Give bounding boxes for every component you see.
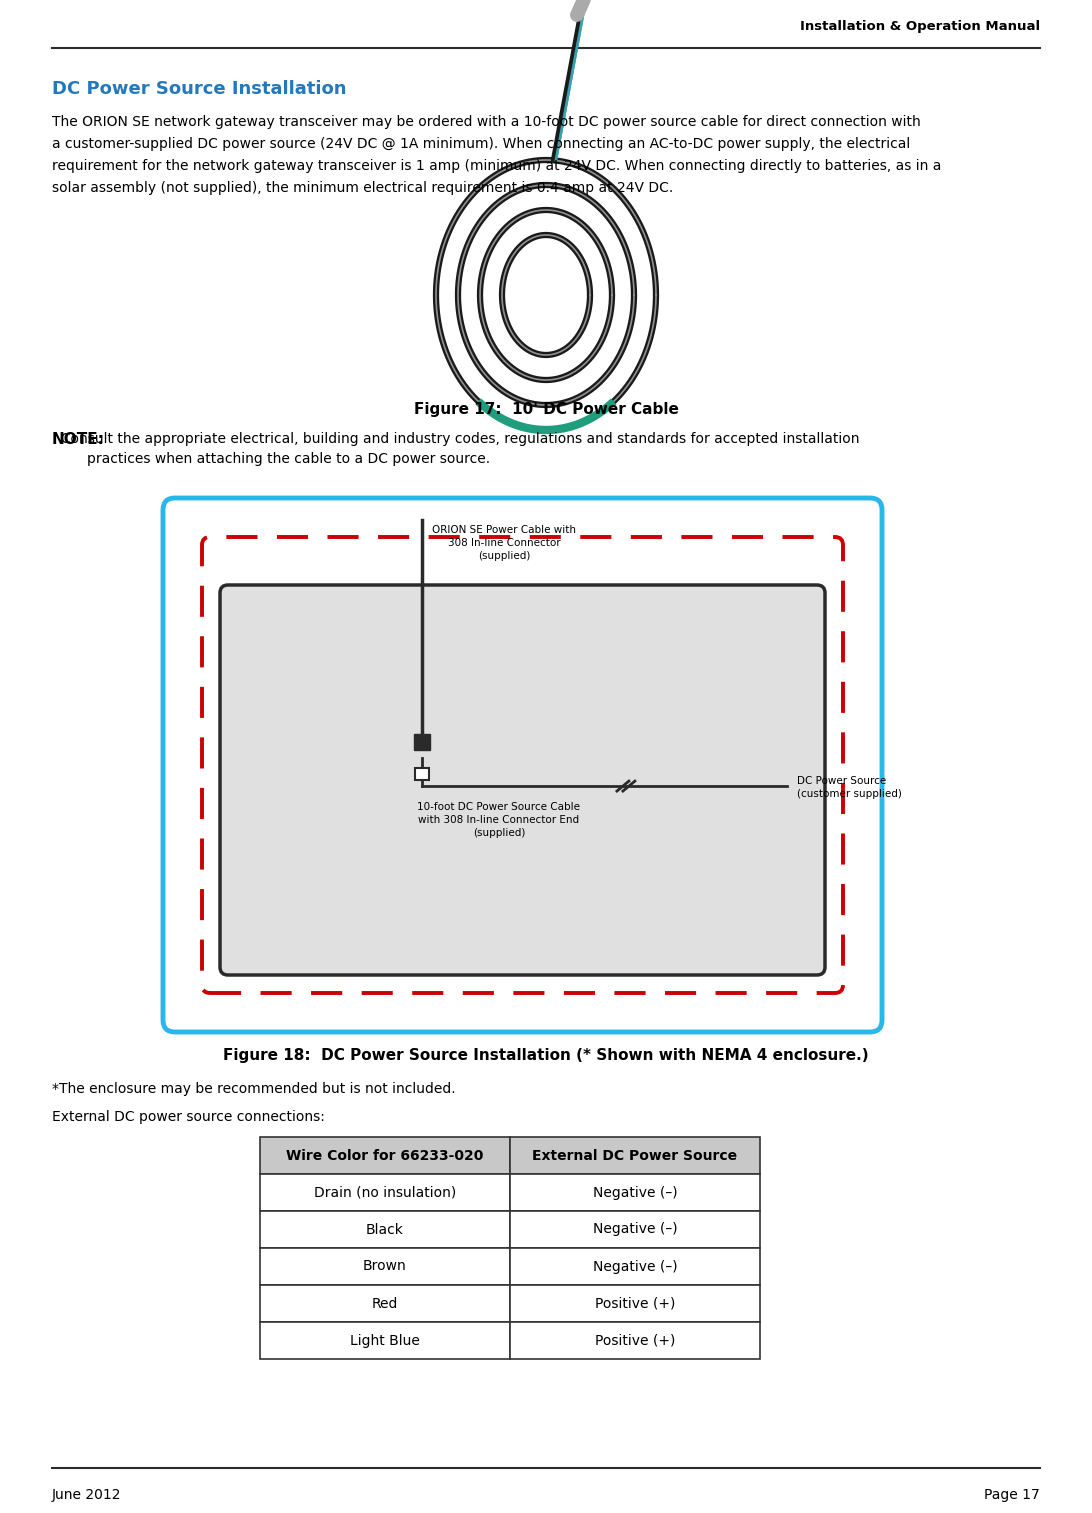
Text: Positive (+): Positive (+) (595, 1333, 675, 1348)
Text: practices when attaching the cable to a DC power source.: practices when attaching the cable to a … (52, 452, 490, 466)
Bar (510, 1248, 760, 1285)
FancyBboxPatch shape (163, 498, 882, 1032)
Text: Light Blue: Light Blue (351, 1333, 420, 1348)
Text: a customer-supplied DC power source (24V DC @ 1A minimum). When connecting an AC: a customer-supplied DC power source (24V… (52, 138, 911, 151)
Text: Brown: Brown (364, 1259, 407, 1274)
Bar (510, 1322, 760, 1359)
Text: External DC Power Source: External DC Power Source (533, 1148, 737, 1162)
Text: Positive (+): Positive (+) (595, 1297, 675, 1310)
Text: Negative (–): Negative (–) (593, 1223, 677, 1236)
Bar (415, 769, 429, 781)
Bar (260, 1285, 510, 1322)
Text: DC Power Source
(customer supplied): DC Power Source (customer supplied) (797, 776, 902, 799)
Text: Red: Red (371, 1297, 399, 1310)
Text: Negative (–): Negative (–) (593, 1259, 677, 1274)
Text: External DC power source connections:: External DC power source connections: (52, 1111, 325, 1124)
Text: requirement for the network gateway transceiver is 1 amp (minimum) at 24V DC. Wh: requirement for the network gateway tran… (52, 159, 941, 172)
Text: Figure 17:  10' DC Power Cable: Figure 17: 10' DC Power Cable (414, 402, 678, 418)
Bar (414, 734, 430, 750)
Bar (510, 1174, 760, 1210)
FancyBboxPatch shape (202, 537, 843, 993)
Bar (510, 1285, 760, 1322)
Text: Negative (–): Negative (–) (593, 1186, 677, 1200)
Text: Black: Black (366, 1223, 404, 1236)
Text: ORION SE Power Cable with
308 In-line Connector
(supplied): ORION SE Power Cable with 308 In-line Co… (432, 525, 577, 561)
FancyBboxPatch shape (219, 586, 824, 974)
Bar (260, 1248, 510, 1285)
Bar (510, 1210, 760, 1248)
Text: solar assembly (not supplied), the minimum electrical requirement is 0.4 amp at : solar assembly (not supplied), the minim… (52, 182, 674, 195)
Text: *The enclosure may be recommended but is not included.: *The enclosure may be recommended but is… (52, 1082, 455, 1095)
Text: NOTE:: NOTE: (52, 433, 105, 446)
Bar (510, 1136, 760, 1174)
Text: DC Power Source Installation: DC Power Source Installation (52, 80, 346, 98)
Text: June 2012: June 2012 (52, 1487, 121, 1502)
Text: Consult the appropriate electrical, building and industry codes, regulations and: Consult the appropriate electrical, buil… (52, 433, 859, 446)
Text: The ORION SE network gateway transceiver may be ordered with a 10-foot DC power : The ORION SE network gateway transceiver… (52, 115, 921, 129)
Text: 10-foot DC Power Source Cable
with 308 In-line Connector End
(supplied): 10-foot DC Power Source Cable with 308 I… (417, 802, 580, 838)
Text: Drain (no insulation): Drain (no insulation) (313, 1186, 456, 1200)
Bar (260, 1136, 510, 1174)
Text: Figure 18:  DC Power Source Installation (* Shown with NEMA 4 enclosure.): Figure 18: DC Power Source Installation … (223, 1049, 869, 1064)
Text: Page 17: Page 17 (984, 1487, 1040, 1502)
Text: Installation & Operation Manual: Installation & Operation Manual (799, 20, 1040, 33)
Bar (260, 1174, 510, 1210)
Text: Wire Color for 66233-020: Wire Color for 66233-020 (286, 1148, 484, 1162)
Bar (260, 1210, 510, 1248)
Bar (260, 1322, 510, 1359)
